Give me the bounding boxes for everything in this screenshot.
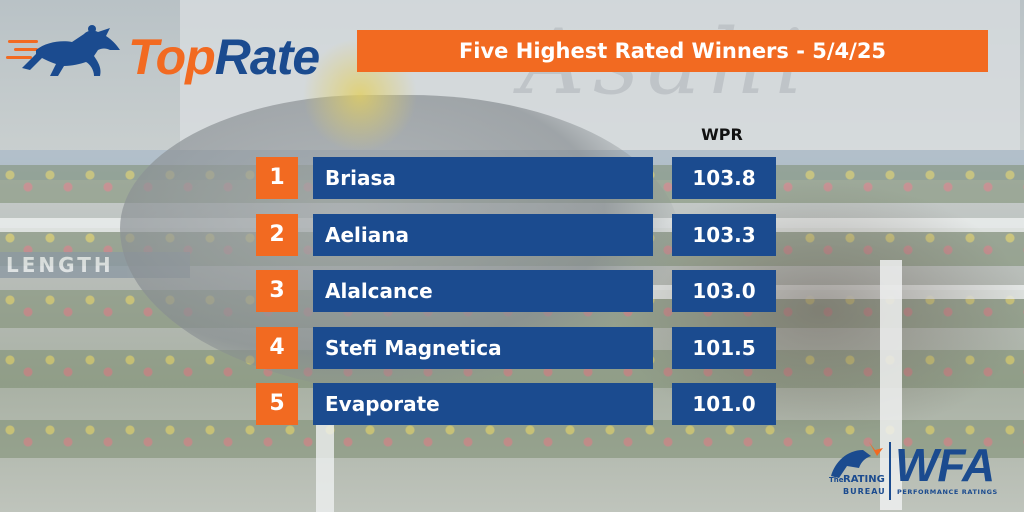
horse-name: Alalcance <box>313 270 653 312</box>
rank-badge: 1 <box>256 157 298 199</box>
rank-badge: 2 <box>256 214 298 256</box>
wpr-value: 103.8 <box>672 157 776 199</box>
winner-row: 2 Aeliana 103.3 <box>256 214 776 256</box>
rank-badge: 3 <box>256 270 298 312</box>
rail-post <box>316 400 334 512</box>
winner-row: 3 Alalcance 103.0 <box>256 270 776 312</box>
logo-word-top: Top <box>128 29 216 85</box>
footer-logos: The RATING BUREAU WFA PERFORMANCE RATING… <box>825 440 1015 502</box>
rail-post <box>880 260 902 510</box>
wpr-value: 101.5 <box>672 327 776 369</box>
wpr-value: 101.0 <box>672 383 776 425</box>
wfa-tagline: PERFORMANCE RATINGS <box>897 488 998 496</box>
horse-head-icon <box>831 442 883 478</box>
wpr-column-header: WPR <box>701 125 743 144</box>
rating-bureau-logo: The RATING BUREAU <box>825 440 885 502</box>
toprate-logo: TopRate <box>6 20 336 90</box>
trb-word-the: The <box>829 476 844 484</box>
winner-row: 4 Stefi Magnetica 101.5 <box>256 327 776 369</box>
toprate-wordmark: TopRate <box>128 28 320 86</box>
logo-word-rate: Rate <box>214 29 320 85</box>
wpr-value: 103.0 <box>672 270 776 312</box>
rank-badge: 5 <box>256 383 298 425</box>
horse-name: Briasa <box>313 157 653 199</box>
horse-name: Aeliana <box>313 214 653 256</box>
wfa-logo: WFA <box>895 439 995 491</box>
winner-row: 1 Briasa 103.8 <box>256 157 776 199</box>
horse-name: Evaporate <box>313 383 653 425</box>
title-banner: Five Highest Rated Winners - 5/4/25 <box>357 30 988 72</box>
trb-word-rating: RATING <box>843 474 885 485</box>
wpr-value: 103.3 <box>672 214 776 256</box>
winner-row: 5 Evaporate 101.0 <box>256 383 776 425</box>
rank-badge: 4 <box>256 327 298 369</box>
logo-divider <box>889 442 891 500</box>
horse-name: Stefi Magnetica <box>313 327 653 369</box>
trb-word-bureau: BUREAU <box>843 487 886 496</box>
racehorse-icon <box>6 25 120 76</box>
